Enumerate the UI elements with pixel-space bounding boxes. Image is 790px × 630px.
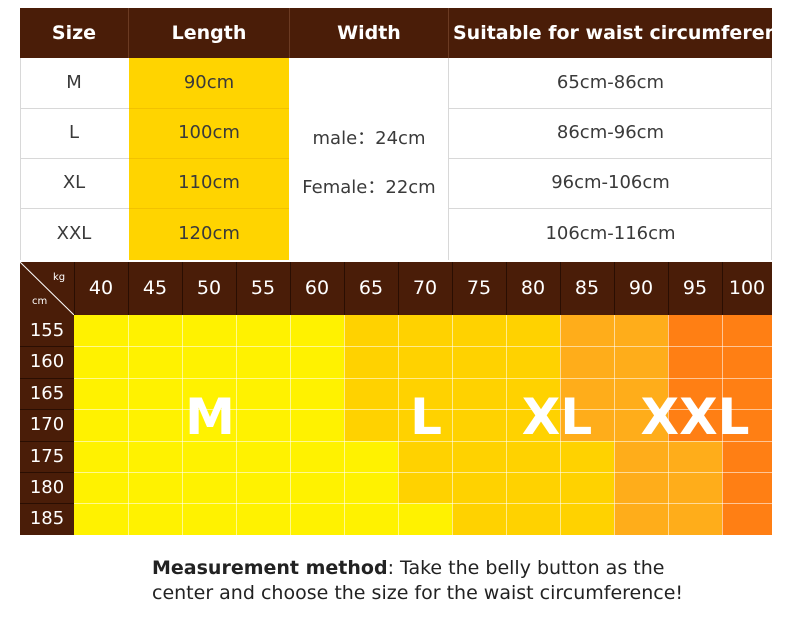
kg-label: 40 [88,277,114,299]
waist-cell: 106cm-116cm [545,223,676,244]
zone-block [74,503,452,536]
header-length: Length [171,22,247,44]
kg-label: 85 [574,277,600,299]
kg-label: 45 [142,277,168,299]
kg-label: 80 [520,277,546,299]
zone-block [74,377,344,410]
zone-block [668,346,772,379]
length-cell: 120cm [178,223,240,244]
cm-header-column [20,315,74,535]
size-cell: M [66,72,82,93]
length-cell: 100cm [178,122,240,143]
header-width: Width [337,22,401,44]
zone-label-xl: XL [521,388,593,446]
kg-label: 50 [196,277,222,299]
kg-label: 75 [466,277,492,299]
width-male: male：24cm [312,128,426,149]
size-cell: XXL [56,223,92,244]
cm-label: 185 [29,508,65,530]
cm-label: 155 [29,320,65,341]
note-text: : Take the belly button as the center an… [152,557,684,604]
size-grid: kg cm 40 45 50 55 60 65 70 75 80 85 90 95 100 155 160… [20,262,772,536]
zone-block [74,315,344,347]
waist-cell: 86cm-96cm [556,122,665,143]
note-title: Measurement method [152,557,388,579]
cm-unit: cm [32,296,48,307]
zone-label-m: M [185,388,235,446]
waist-cell: 96cm-106cm [551,172,670,193]
kg-header-row [20,262,772,315]
size-table-header: Size Length Width Suitable for waist cir… [20,8,772,58]
kg-label: 60 [304,277,330,299]
zone-block [74,409,344,442]
size-cell: L [68,122,80,143]
kg-label: 100 [728,277,766,299]
header-size: Size [51,22,97,44]
header-waist: Suitable for waist circumferenc [453,22,772,44]
corner-diagonal [20,262,74,315]
kg-label: 90 [628,277,654,299]
waist-cell: 65cm-86cm [556,72,665,93]
length-cell: 90cm [183,72,235,93]
width-female: Female：22cm [302,177,436,198]
zone-block [668,315,772,347]
kg-label: 55 [250,277,276,299]
kg-label: 65 [358,277,384,299]
kg-label: 95 [682,277,708,299]
zone-label-l: L [410,388,442,446]
kg-unit: kg [53,272,66,283]
cm-label: 180 [29,477,65,498]
cm-label: 160 [29,351,65,373]
size-table: Size Length Width Suitable for waist cir… [20,8,772,260]
zone-block [74,346,344,379]
measurement-note: Measurement method: Take the belly butto… [152,556,712,606]
zone-block [722,503,772,536]
cm-label: 170 [29,414,65,436]
size-cell: XL [62,172,86,193]
zone-block [668,377,772,410]
kg-label: 70 [412,277,438,299]
zone-block [452,503,614,536]
cm-label: 175 [29,445,65,467]
zone-block [722,440,772,473]
zone-label-xxl: XXL [640,388,750,446]
zone-block [668,409,772,442]
cm-label: 165 [29,382,65,404]
zone-block [722,472,772,504]
length-cell: 110cm [178,172,240,193]
